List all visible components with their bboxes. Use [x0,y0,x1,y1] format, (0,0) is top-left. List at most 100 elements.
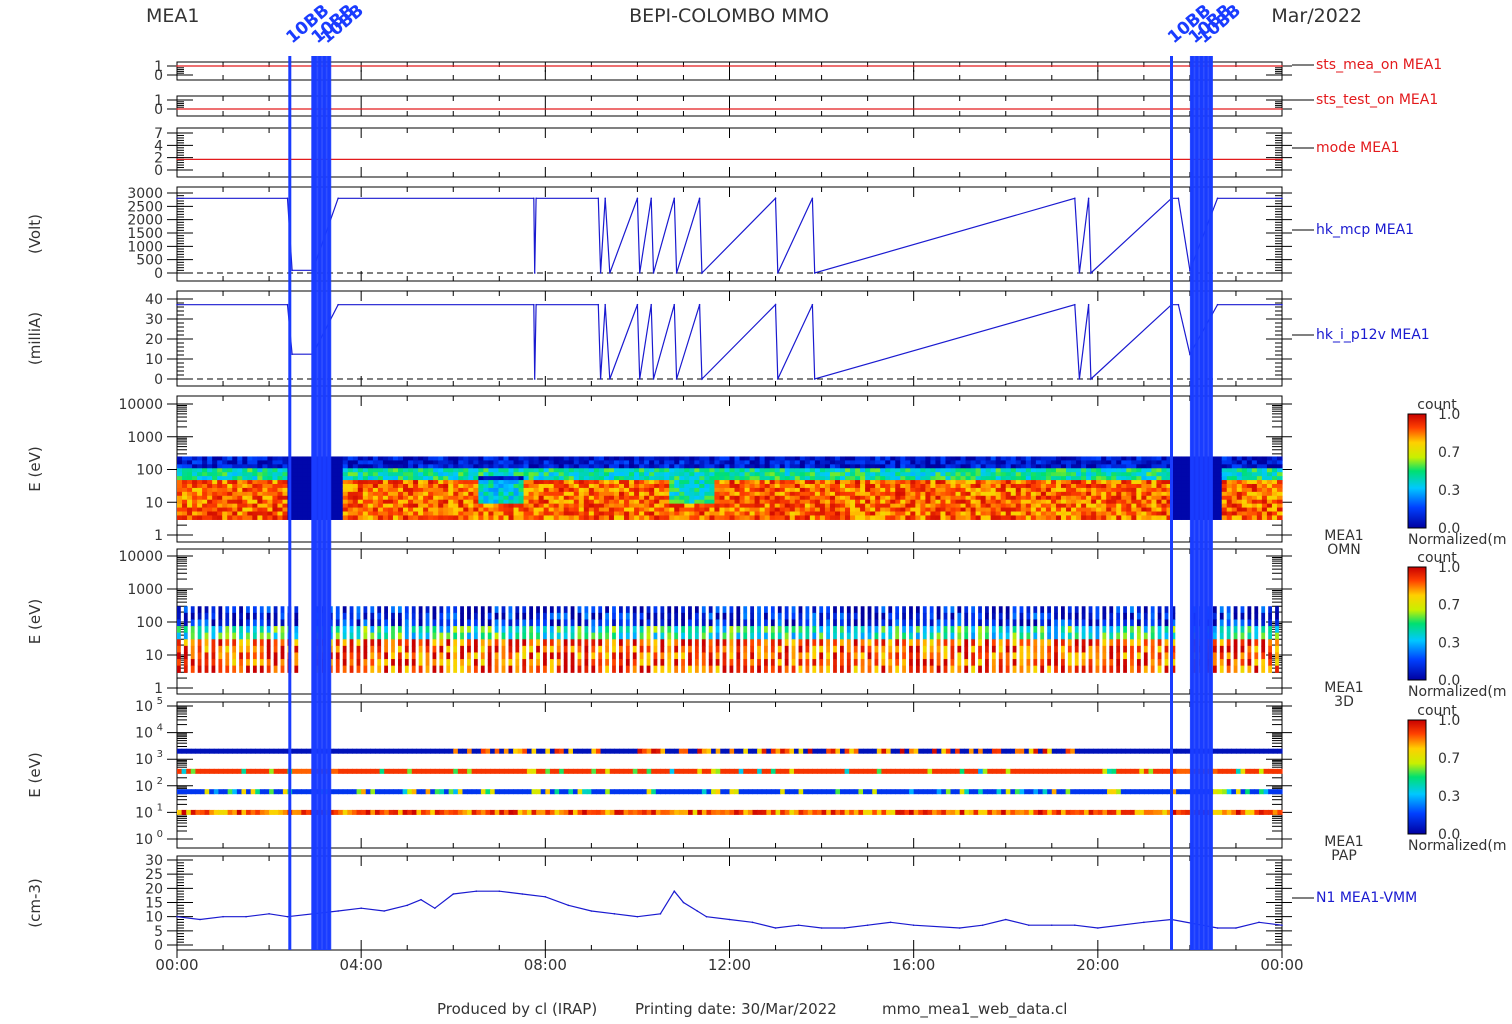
omni-cell [619,460,625,465]
omni-cell [368,472,374,477]
omni-cell [579,460,585,465]
omni-cell [519,500,525,505]
omni-cell [1111,480,1117,485]
omni-cell [403,484,409,489]
omni-cell [539,476,545,481]
d3-cell [467,659,471,666]
omni-cell [1116,480,1122,485]
d3-cell [612,666,616,673]
omni-cell [1141,484,1147,489]
omni-cell [920,460,926,465]
d3-cell [502,646,506,653]
omni-cell [574,464,580,469]
omni-cell [996,492,1002,497]
omni-cell [1051,480,1057,485]
omni-cell [1156,472,1162,477]
omni-cell [1006,492,1012,497]
omni-cell [629,456,635,461]
omni-cell [534,472,540,477]
d3-cell [467,652,471,659]
d3-cell [591,659,595,666]
omni-cell [930,456,936,461]
omni-cell [182,508,188,513]
omni-cell [1061,504,1067,509]
omni-cell [991,512,997,517]
omni-cell [519,515,525,520]
omni-cell [267,472,273,477]
omni-cell [805,500,811,505]
omni-cell [981,508,987,513]
omni-cell [1126,515,1132,520]
omni-cell [257,496,263,501]
d3-cell [474,666,478,673]
omni-cell [458,512,464,517]
omni-cell [910,480,916,485]
d3-cell [453,646,457,653]
omni-cell [940,472,946,477]
omni-cell [664,500,670,505]
omni-cell [383,508,389,513]
omni-cell [860,515,866,520]
omni-cell [996,464,1002,469]
hk_i_p12v-point [337,304,339,306]
omni-cell [403,496,409,501]
d3-cell [294,666,298,673]
omni-cell [1111,496,1117,501]
omni-cell [353,508,359,513]
omni-cell [689,512,695,517]
omni-cell [594,464,600,469]
omni-cell [534,496,540,501]
omni-cell [463,456,469,461]
omni-cell [1252,460,1258,465]
omni-cell [207,476,213,481]
omni-cell [222,460,228,465]
omni-cell [940,460,946,465]
omni-cell [478,464,484,469]
omni-cell [343,468,349,473]
omni-cell [624,456,630,461]
omni-cell [810,468,816,473]
d3-cell [246,652,250,659]
d3-cell [550,666,554,673]
d3-cell [612,606,616,613]
d3-cell [239,626,243,633]
omni-cell [599,500,605,505]
d3-cell [398,633,402,640]
omni-cell [850,460,856,465]
omni-cell [1156,488,1162,493]
omni-cell [433,460,439,465]
omni-cell [509,456,515,461]
omni-cell [519,472,525,477]
omni-cell [418,472,424,477]
omni-cell [699,508,705,513]
omni-cell [865,492,871,497]
omni-cell [629,488,635,493]
omni-cell [765,504,771,509]
omni-cell [252,472,258,477]
omni-cell [785,464,791,469]
omni-cell [609,468,615,473]
omni-cell [393,492,399,497]
omni-cell [222,468,228,473]
omni-cell [996,476,1002,481]
omni-cell [800,515,806,520]
omni-cell [840,472,846,477]
omni-cell [981,456,987,461]
d3-cell [419,659,423,666]
omni-cell [649,492,655,497]
omni-cell [1252,508,1258,513]
omni-cell [1021,480,1027,485]
omni-cell [845,468,851,473]
d3-cell [522,639,526,646]
omni-cell [1106,488,1112,493]
d3-cell [481,646,485,653]
d3-cell [267,626,271,633]
d3-cell [239,613,243,620]
omni-cell [865,500,871,505]
omni-cell [760,504,766,509]
d3-cell [218,652,222,659]
d3-cell [584,633,588,640]
omni-cell [855,468,861,473]
omni-cell [790,488,796,493]
omni-cell [689,492,695,497]
